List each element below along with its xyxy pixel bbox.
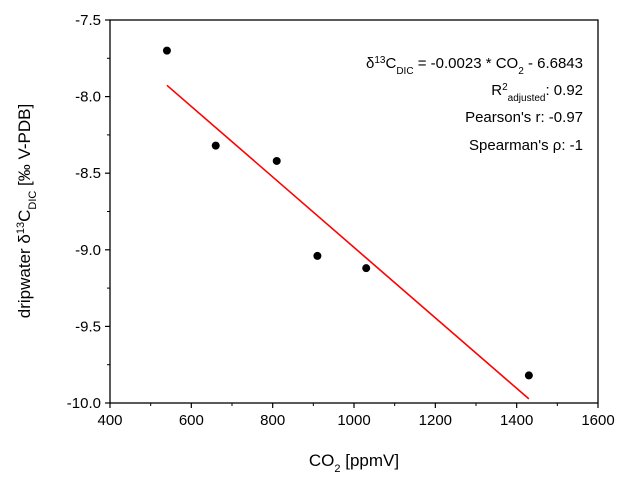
equation-annotation: δ13CDIC = -0.0023 * CO2 - 6.6843 <box>366 55 583 77</box>
x-tick-label: 1400 <box>500 412 533 429</box>
data-point <box>211 141 220 150</box>
spearman-annotation: Spearman's ρ: -1 <box>469 137 583 154</box>
y-tick-label: -9.0 <box>75 242 101 259</box>
y-axis-label: dripwater δ13CDIC [‰ V-PDB] <box>15 104 39 319</box>
x-tick-label: 400 <box>97 412 122 429</box>
y-tick-label: -8.0 <box>75 89 101 106</box>
x-tick-label: 1200 <box>419 412 452 429</box>
data-point <box>162 46 171 55</box>
x-tick-label: 1000 <box>337 412 370 429</box>
data-point <box>362 264 371 273</box>
r2-annotation: R2adjusted: 0.92 <box>491 82 583 104</box>
data-point <box>524 371 533 380</box>
data-point <box>272 156 281 165</box>
data-point <box>313 251 322 260</box>
x-axis-label: CO2 [ppmV] <box>309 451 399 475</box>
y-tick-label: -7.5 <box>75 12 101 29</box>
x-tick-label: 800 <box>260 412 285 429</box>
regression-line <box>166 84 530 400</box>
plot-frame <box>109 19 599 404</box>
pearson-annotation: Pearson's r: -0.97 <box>465 109 583 126</box>
y-tick-label: -10.0 <box>67 395 101 412</box>
y-tick-label: -8.5 <box>75 165 101 182</box>
x-tick-label: 600 <box>179 412 204 429</box>
x-tick-label: 1600 <box>581 412 614 429</box>
y-tick-label: -9.5 <box>75 318 101 335</box>
